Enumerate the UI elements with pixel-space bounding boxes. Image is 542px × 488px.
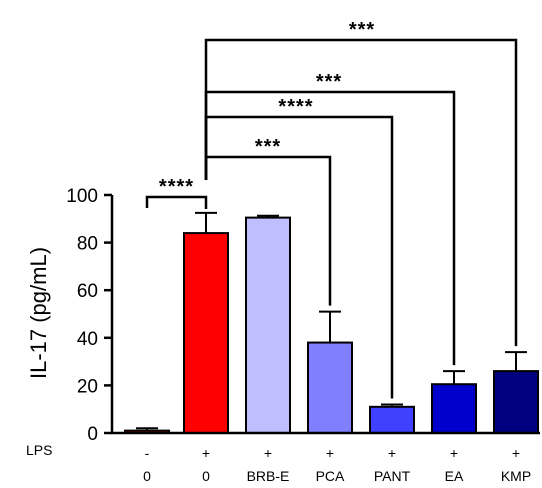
lps-sign: + [512,445,520,461]
lps-sign: - [145,445,150,461]
y-tick-label: 0 [87,424,98,445]
significance-stars: **** [278,96,313,118]
x-category-label: BRB-E [247,468,290,484]
bar [307,341,353,434]
significance-stars: *** [255,136,281,158]
y-tick-label: 100 [66,186,98,207]
y-tick-label: 80 [77,234,98,255]
lps-sign: + [202,445,210,461]
lps-sign: + [388,445,396,461]
y-tick-label: 40 [77,329,98,350]
significance-brackets: ***************** [145,19,518,399]
axes [110,195,540,435]
x-category-label: 0 [202,468,210,484]
significance-bracket [204,38,518,347]
x-category-label: KMP [501,468,531,484]
y-tick-label: 60 [77,281,98,302]
lps-sign: + [326,445,334,461]
x-category-label: PANT [374,468,411,484]
x-category-label: 0 [143,468,151,484]
error-bars [136,211,527,431]
bar [369,405,415,435]
bar [183,232,229,434]
y-ticks: 0 20 40 60 80 100 [66,186,112,445]
lps-sign: + [450,445,458,461]
significance-bracket [204,115,394,399]
significance-stars: *** [349,19,375,41]
x-category-label: EA [445,468,464,484]
bar [431,383,477,434]
lps-row-label: LPS [26,442,52,458]
y-axis-label: IL-17 (pg/mL) [26,247,51,379]
bar [245,216,291,434]
x-categories: - 0 +0 + BRB-E + PCA + PANT + EA + KMP [143,445,531,484]
significance-stars: **** [159,176,194,198]
significance-bracket [145,195,208,209]
bars [124,216,539,435]
bar [493,370,539,434]
x-category-label: PCA [316,468,345,484]
lps-sign: + [264,445,272,461]
y-tick-label: 20 [77,376,98,397]
significance-stars: *** [316,71,342,93]
